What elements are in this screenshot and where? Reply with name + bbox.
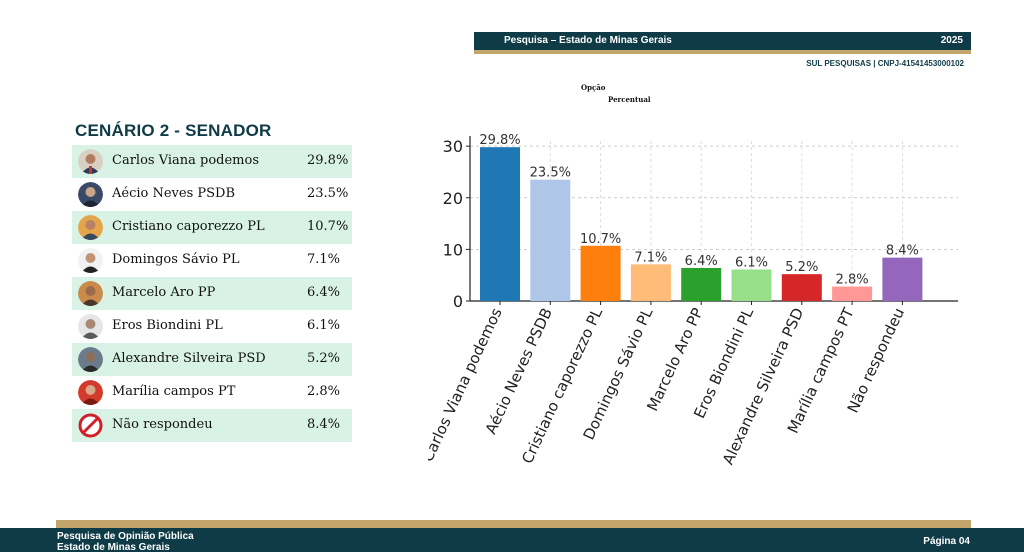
table-row: Domingos Sávio PL 7.1% bbox=[72, 244, 352, 277]
candidate-name: Domingos Sávio PL bbox=[112, 252, 240, 267]
bar-value-label: 6.1% bbox=[735, 256, 768, 271]
candidate-photo-icon bbox=[78, 347, 103, 372]
footer-gold-stripe bbox=[56, 520, 971, 528]
bar bbox=[681, 267, 722, 301]
candidate-percent: 6.1% bbox=[307, 318, 341, 333]
candidate-name: Alexandre Silveira PSD bbox=[112, 351, 266, 366]
candidate-percent: 10.7% bbox=[307, 219, 349, 234]
bar-value-label: 6.4% bbox=[685, 254, 718, 269]
y-tick-label: 20 bbox=[443, 189, 463, 208]
page-number: Página 04 bbox=[923, 536, 970, 547]
bar-value-label: 10.7% bbox=[580, 232, 621, 247]
candidate-name: Carlos Viana podemos bbox=[112, 153, 260, 168]
candidate-photo-icon bbox=[78, 149, 103, 174]
candidate-percent: 8.4% bbox=[307, 417, 341, 432]
table-row: Eros Biondini PL 6.1% bbox=[72, 310, 352, 343]
bar bbox=[731, 269, 772, 301]
candidate-percent: 6.4% bbox=[307, 285, 341, 300]
header-bar: Pesquisa – Estado de Minas Gerais 2025 bbox=[474, 32, 971, 50]
table-row: Não respondeu 8.4% bbox=[72, 409, 352, 442]
chart-header-opcao: Opção bbox=[581, 83, 606, 92]
bar bbox=[480, 147, 520, 301]
footer-line1: Pesquisa de Opinião Pública bbox=[57, 531, 194, 542]
bar bbox=[882, 257, 923, 301]
bar bbox=[530, 179, 571, 301]
candidate-name: Marcelo Aro PP bbox=[112, 285, 216, 300]
table-row: Marília campos PT 2.8% bbox=[72, 376, 352, 409]
scenario-title: CENÁRIO 2 - SENADOR bbox=[75, 121, 272, 140]
candidate-percent: 29.8% bbox=[307, 153, 349, 168]
y-tick-label: 30 bbox=[443, 137, 463, 156]
table-row: Cristiano caporezzo PL 10.7% bbox=[72, 211, 352, 244]
candidate-name: Aécio Neves PSDB bbox=[112, 186, 236, 201]
x-tick-label: Carlos Viana podemos bbox=[428, 305, 506, 465]
header-gold-stripe bbox=[474, 50, 971, 54]
footer-line2: Estado de Minas Gerais bbox=[57, 542, 170, 553]
bar bbox=[630, 264, 671, 301]
results-table: Carlos Viana podemos 29.8% Aécio Neves P… bbox=[72, 145, 352, 442]
no-answer-icon bbox=[78, 413, 103, 438]
footer-bar: Pesquisa de Opinião Pública Estado de Mi… bbox=[0, 528, 1024, 553]
table-row: Carlos Viana podemos 29.8% bbox=[72, 145, 352, 178]
bar bbox=[781, 274, 822, 301]
bar-value-label: 7.1% bbox=[634, 250, 667, 265]
header-year: 2025 bbox=[940, 35, 963, 46]
candidate-name: Eros Biondini PL bbox=[112, 318, 223, 333]
candidate-percent: 23.5% bbox=[307, 186, 349, 201]
bar bbox=[580, 245, 621, 301]
candidate-photo-icon bbox=[78, 182, 103, 207]
header-title: Pesquisa – Estado de Minas Gerais bbox=[504, 35, 672, 46]
table-row: Marcelo Aro PP 6.4% bbox=[72, 277, 352, 310]
candidate-photo-icon bbox=[78, 281, 103, 306]
table-row: Aécio Neves PSDB 23.5% bbox=[72, 178, 352, 211]
bar-value-label: 29.8% bbox=[479, 133, 520, 148]
y-tick-label: 10 bbox=[443, 240, 463, 259]
candidate-percent: 5.2% bbox=[307, 351, 341, 366]
candidate-photo-icon bbox=[78, 215, 103, 240]
bar bbox=[832, 286, 873, 301]
bar-value-label: 8.4% bbox=[886, 244, 919, 259]
candidate-percent: 7.1% bbox=[307, 252, 341, 267]
candidate-percent: 2.8% bbox=[307, 384, 341, 399]
candidate-photo-icon bbox=[78, 314, 103, 339]
chart-header-percentual: Percentual bbox=[608, 95, 651, 104]
bar-value-label: 2.8% bbox=[836, 273, 869, 288]
y-tick-label: 0 bbox=[453, 292, 463, 311]
candidate-name: Cristiano caporezzo PL bbox=[112, 219, 265, 234]
bar-value-label: 23.5% bbox=[530, 166, 571, 181]
header-subtitle: SUL PESQUISAS | CNPJ-41541453000102 bbox=[806, 59, 964, 68]
bar-value-label: 5.2% bbox=[785, 260, 818, 275]
candidate-photo-icon bbox=[78, 248, 103, 273]
candidate-name: Não respondeu bbox=[112, 417, 213, 432]
table-row: Alexandre Silveira PSD 5.2% bbox=[72, 343, 352, 376]
candidate-photo-icon bbox=[78, 380, 103, 405]
candidate-name: Marília campos PT bbox=[112, 384, 236, 399]
